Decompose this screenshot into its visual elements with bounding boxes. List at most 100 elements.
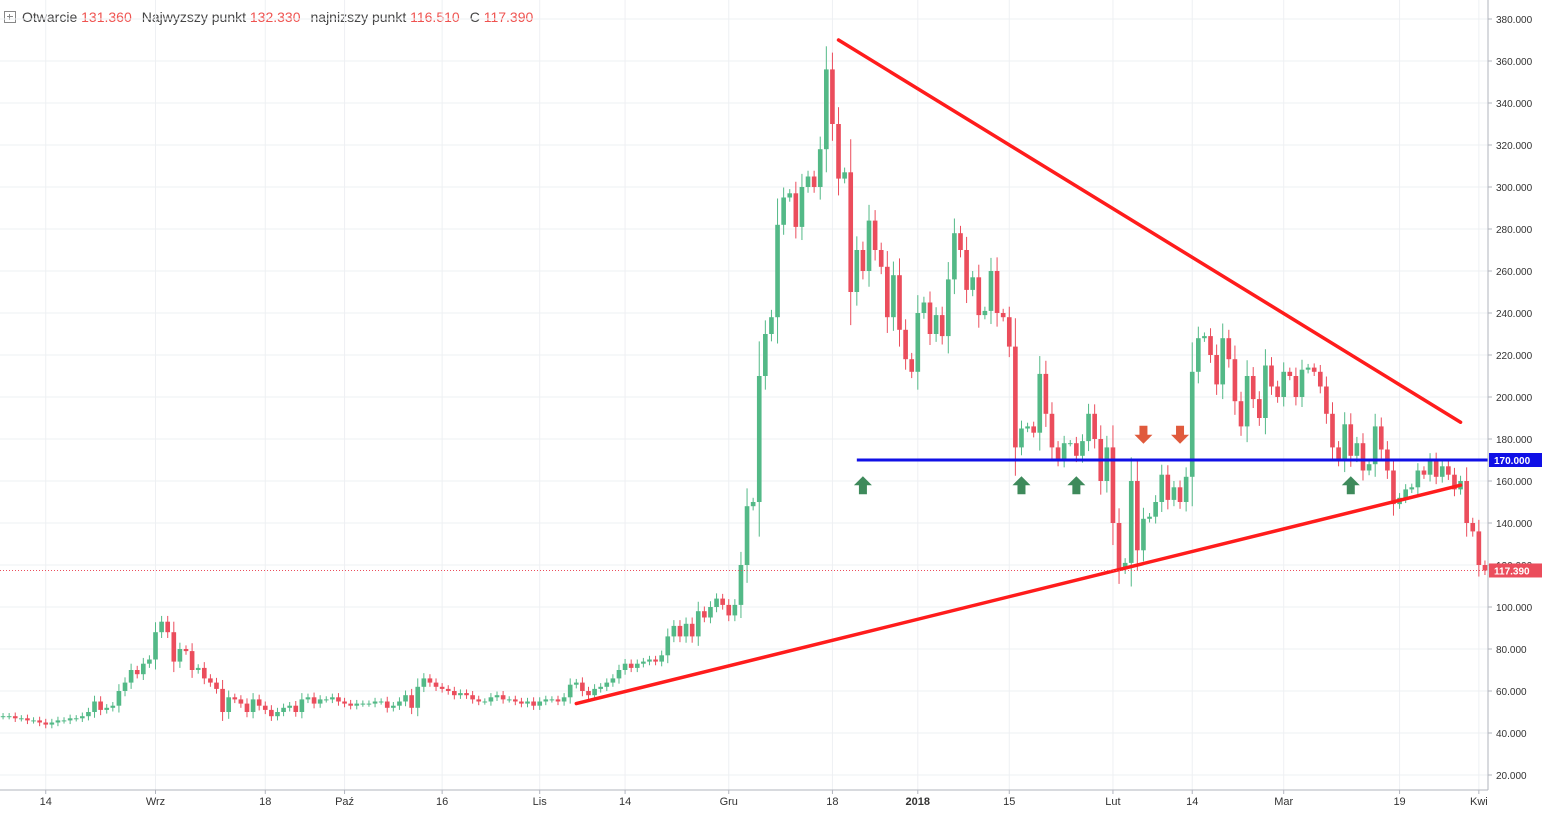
candle-body	[1409, 487, 1415, 490]
candle-body	[1000, 313, 1006, 318]
candle-body	[208, 678, 213, 683]
candle	[73, 715, 79, 722]
candle	[726, 599, 732, 622]
candle-body	[494, 695, 500, 698]
trendline-descending-resistance[interactable]	[836, 38, 1463, 424]
candle	[982, 306, 988, 320]
price-tick-label: 180.000	[1496, 435, 1533, 446]
candle-body	[872, 220, 878, 250]
candle-body	[537, 701, 543, 706]
candle-body	[269, 709, 274, 717]
candle	[1092, 404, 1097, 449]
candle-body	[226, 697, 232, 712]
candle-body	[915, 313, 921, 372]
candle-body	[1372, 426, 1378, 465]
candle	[519, 697, 524, 708]
candle-body	[531, 701, 536, 706]
candle	[25, 714, 30, 725]
candle-body	[628, 663, 634, 668]
candle	[287, 702, 292, 712]
arrow-up-icon[interactable]	[1067, 476, 1086, 495]
candle	[1055, 441, 1061, 467]
candle	[275, 707, 280, 721]
candle	[744, 488, 750, 583]
candle-body	[232, 697, 238, 700]
candle-body	[342, 701, 347, 704]
candle-body	[988, 271, 994, 311]
candle	[1086, 403, 1091, 452]
candle-body	[1110, 447, 1116, 523]
time-axis[interactable]: 14 Wrz 18 Paź 16 Lis 14 Gru 18 2018 15 Lut 14 Mar 19 Kw…	[0, 789, 1488, 808]
candle	[848, 139, 854, 326]
candle-body	[927, 302, 933, 334]
candle-body	[500, 695, 506, 700]
candle-body	[183, 649, 189, 652]
candle	[488, 693, 494, 706]
candle-body	[140, 663, 146, 675]
candle-body	[641, 661, 646, 664]
candle	[244, 698, 250, 718]
arrow-down-icon[interactable]	[1134, 425, 1153, 444]
candle	[19, 715, 24, 722]
candle-body	[1336, 447, 1341, 460]
candle-body	[275, 712, 280, 717]
candle	[6, 713, 12, 720]
candle-body	[616, 670, 622, 679]
candle-body	[311, 697, 317, 704]
candle	[1104, 435, 1110, 493]
candle-body	[604, 682, 610, 687]
candle	[1183, 467, 1189, 512]
arrow-down-icon[interactable]	[1171, 425, 1190, 444]
candle-body	[976, 277, 982, 316]
candle-body	[671, 625, 677, 637]
candle	[1177, 480, 1183, 509]
price-tick-label: 200.000	[1496, 393, 1533, 404]
candle	[1256, 391, 1262, 426]
candle	[872, 210, 878, 261]
candle-body	[159, 621, 164, 633]
candle-body	[1104, 447, 1110, 481]
candle	[116, 684, 122, 713]
candle-body	[1482, 565, 1488, 571]
candle	[1171, 481, 1177, 507]
candle	[281, 703, 286, 717]
arrow-up-icon[interactable]	[853, 476, 872, 495]
candle-body	[73, 718, 79, 720]
candle	[860, 241, 866, 280]
candle-body	[1269, 365, 1274, 387]
candle	[1269, 357, 1274, 395]
arrow-up-icon[interactable]	[1341, 476, 1360, 495]
candle	[195, 664, 201, 674]
candle	[159, 615, 164, 638]
candle-body	[683, 623, 689, 637]
candle-body	[1342, 424, 1348, 460]
trendline-ascending-support[interactable]	[574, 483, 1463, 706]
candle	[470, 691, 475, 704]
time-tick-label: Wrz	[146, 796, 165, 808]
low-label: najnizszy punkt	[310, 9, 407, 25]
candle-body	[519, 701, 524, 704]
candle-body	[543, 699, 549, 702]
candle-body	[305, 697, 311, 700]
candle	[1067, 440, 1073, 447]
candle-body	[366, 703, 372, 705]
candle	[397, 697, 402, 710]
price-tick-label: 280.000	[1496, 225, 1533, 236]
time-tick-label: Lut	[1105, 796, 1120, 808]
candle-body	[763, 334, 768, 376]
candle	[250, 693, 256, 719]
candle-body	[982, 310, 988, 316]
candle	[1391, 458, 1396, 516]
candle-body	[848, 172, 854, 292]
candle	[1281, 362, 1287, 407]
candle	[1006, 306, 1012, 358]
candle	[1013, 318, 1018, 476]
arrow-up-icon[interactable]	[1012, 476, 1031, 495]
price-axis[interactable]: 20.00040.00060.00080.000100.000120.00014…	[1487, 0, 1542, 790]
expand-icon[interactable]	[4, 11, 16, 23]
candle-body	[189, 651, 195, 670]
candle	[165, 615, 171, 638]
candle-body	[1226, 338, 1232, 360]
candle-body	[555, 699, 561, 702]
